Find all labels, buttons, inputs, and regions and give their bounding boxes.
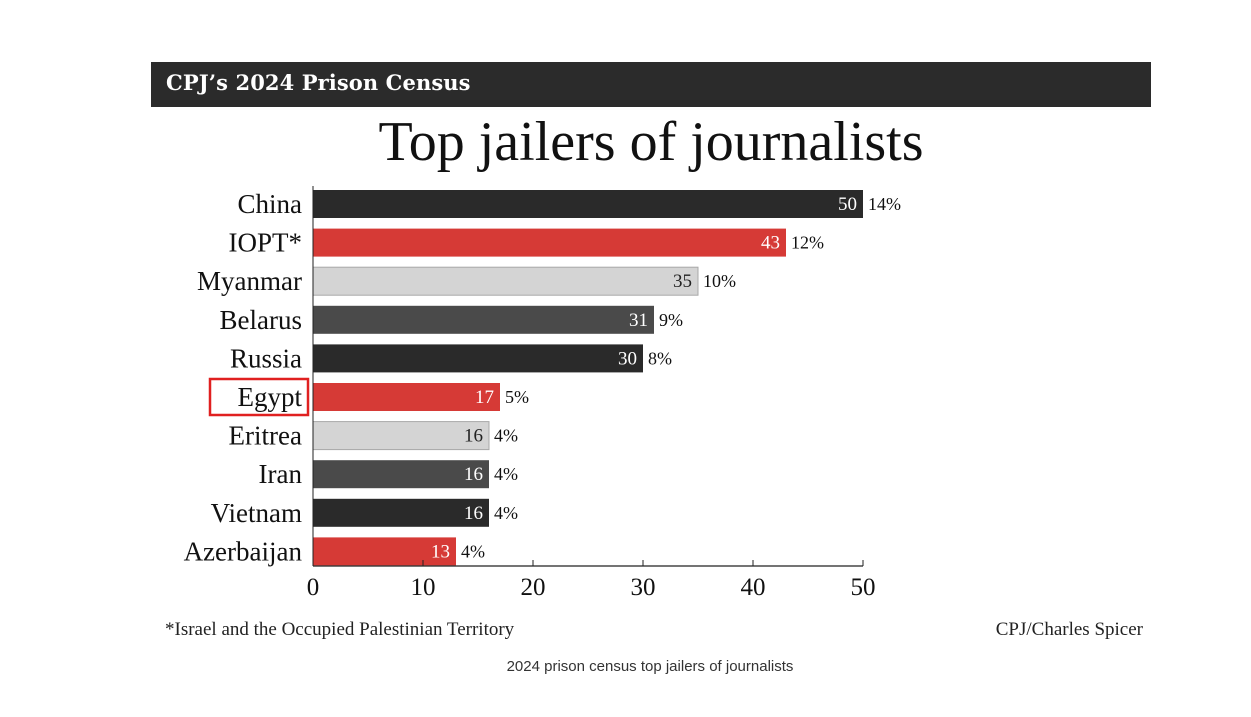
bar-egypt xyxy=(313,383,500,411)
category-label-egypt: Egypt xyxy=(238,382,303,412)
category-label-iran: Iran xyxy=(259,459,303,489)
percent-label-iopt: 12% xyxy=(791,233,824,253)
percent-label-belarus: 9% xyxy=(659,310,683,330)
value-label-vietnam: 16 xyxy=(464,503,483,524)
x-tick-label-50: 50 xyxy=(851,574,876,601)
value-label-belarus: 31 xyxy=(629,310,648,331)
chart-title: Top jailers of journalists xyxy=(378,111,924,173)
x-tick-label-30: 30 xyxy=(631,574,656,601)
percent-label-myanmar: 10% xyxy=(703,271,736,291)
header-banner: CPJ’s 2024 Prison Census xyxy=(151,62,1151,107)
category-label-azerbaijan: Azerbaijan xyxy=(184,536,303,566)
value-label-russia: 30 xyxy=(618,348,637,369)
percent-label-azerbaijan: 4% xyxy=(461,541,485,561)
x-tick-label-10: 10 xyxy=(411,574,436,601)
percent-label-vietnam: 4% xyxy=(494,503,518,523)
percent-label-china: 14% xyxy=(868,194,901,214)
x-tick-label-20: 20 xyxy=(521,574,546,601)
banner-title: CPJ’s 2024 Prison Census xyxy=(166,70,471,95)
category-label-myanmar: Myanmar xyxy=(197,266,302,296)
value-label-myanmar: 35 xyxy=(673,271,692,292)
highlight-box-egypt xyxy=(208,377,310,417)
x-tick-label-40: 40 xyxy=(741,574,766,601)
category-label-belarus: Belarus xyxy=(220,305,302,335)
value-label-eritrea: 16 xyxy=(464,426,483,447)
bar-belarus xyxy=(313,305,654,334)
category-label-china: China xyxy=(238,189,303,219)
bar-azerbaijan xyxy=(313,537,456,566)
percent-label-egypt: 5% xyxy=(505,387,529,407)
footnote: *Israel and the Occupied Palestinian Ter… xyxy=(165,619,515,640)
credit: CPJ/Charles Spicer xyxy=(995,619,1143,640)
bar-iran xyxy=(313,460,489,489)
bar-myanmar xyxy=(312,266,699,296)
value-label-iran: 16 xyxy=(464,464,483,485)
bar-iopt xyxy=(313,228,786,257)
value-label-azerbaijan: 13 xyxy=(431,541,450,562)
value-label-iopt: 43 xyxy=(761,233,780,254)
category-label-iopt: IOPT* xyxy=(229,228,303,258)
category-label-russia: Russia xyxy=(230,343,302,373)
percent-label-russia: 8% xyxy=(648,348,672,368)
image-caption: 2024 prison census top jailers of journa… xyxy=(506,658,794,675)
percent-label-eritrea: 4% xyxy=(494,426,518,446)
category-label-eritrea: Eritrea xyxy=(229,421,302,451)
x-tick-label-0: 0 xyxy=(307,574,320,601)
percent-label-iran: 4% xyxy=(494,464,518,484)
category-label-vietnam: Vietnam xyxy=(211,498,302,528)
bar-eritrea xyxy=(312,421,490,451)
bar-russia xyxy=(313,344,643,373)
value-label-china: 50 xyxy=(838,194,857,215)
value-label-egypt: 17 xyxy=(475,387,494,408)
bar-vietnam xyxy=(313,498,489,527)
bar-china xyxy=(313,190,863,218)
